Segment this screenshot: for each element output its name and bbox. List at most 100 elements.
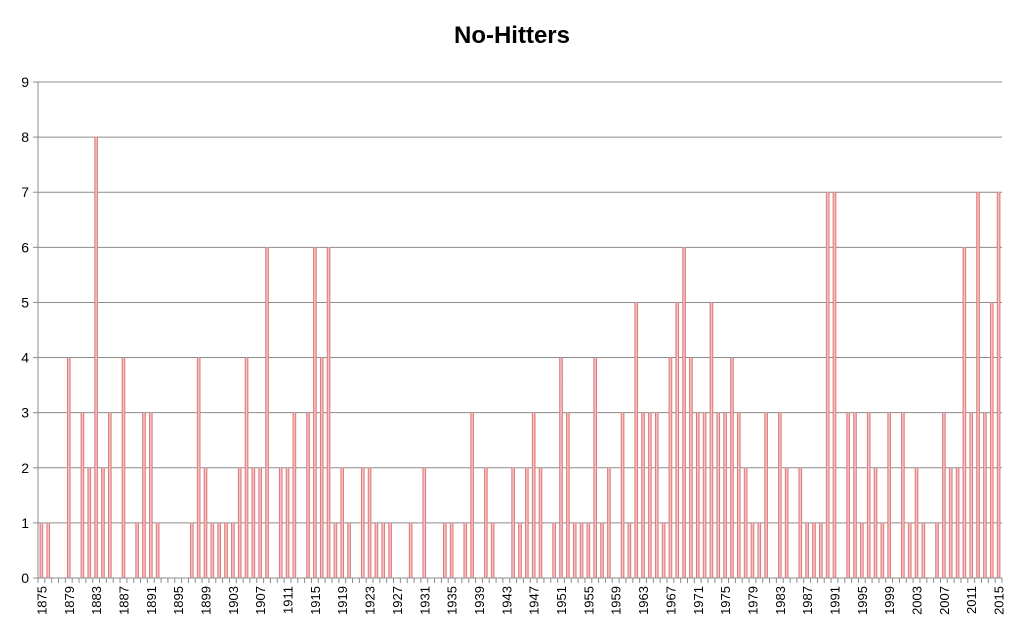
bar-1986: [798, 467, 803, 578]
bar-1999: [887, 412, 891, 578]
x-tick-label: 1907: [253, 586, 268, 615]
bar-1941: [490, 522, 495, 578]
bar-2009: [955, 467, 960, 578]
bar-1924: [374, 522, 379, 578]
bar-1892: [155, 522, 160, 578]
bar-1876: [46, 522, 51, 578]
bar-1994: [853, 412, 857, 578]
bar-1897: [190, 522, 194, 578]
bar-1960: [620, 412, 625, 578]
bar-1971: [695, 412, 700, 578]
bar-1938: [470, 412, 474, 578]
x-tick-label: 2011: [964, 586, 979, 614]
bar-1974: [716, 412, 721, 578]
y-tick-label: 0: [21, 570, 29, 586]
bar-2014: [989, 302, 994, 578]
bar-1988: [812, 522, 816, 578]
bar-1940: [484, 467, 488, 578]
bar-1966: [661, 522, 666, 578]
bar-2011: [969, 412, 974, 578]
bar-1979: [750, 522, 755, 578]
bar-1901: [217, 522, 221, 578]
y-tick-label: 3: [21, 405, 29, 421]
x-tick-label: 1947: [527, 586, 542, 615]
bar-1952: [566, 412, 570, 578]
x-tick-label: 1995: [855, 586, 870, 615]
x-tick-label: 1895: [171, 586, 186, 615]
x-tick-label: 1967: [663, 586, 678, 615]
bar-1900: [210, 522, 215, 578]
x-tick-label: 1879: [62, 586, 77, 615]
bar-1907: [258, 467, 262, 578]
x-tick-label: 1875: [34, 586, 49, 615]
bar-1912: [292, 412, 297, 578]
bar-1906: [251, 467, 256, 578]
bar-1947: [531, 412, 536, 578]
bar-1891: [149, 412, 153, 578]
x-tick-label: 1923: [363, 586, 378, 615]
bar-1980: [757, 522, 762, 578]
bar-1946: [525, 467, 529, 578]
x-tick-label: 1911: [281, 586, 296, 614]
bar-1911: [285, 467, 290, 578]
bar-1995: [860, 522, 864, 578]
bar-1903: [231, 522, 235, 578]
bar-1961: [627, 522, 632, 578]
y-tick-label: 8: [21, 129, 29, 145]
bar-1922: [360, 467, 365, 578]
x-tick-label: 1887: [116, 586, 131, 615]
y-tick-label: 4: [21, 350, 29, 366]
bar-2001: [901, 412, 905, 578]
bar-1908: [265, 247, 269, 579]
x-tick-label: 1931: [417, 586, 432, 615]
bar-1977: [737, 412, 741, 578]
bars: [39, 137, 1001, 579]
x-tick-label: 1999: [882, 586, 897, 615]
x-axis-ticks: 1875 1879 1883 1887 1891 1895 1899 1903 1907 1911…: [34, 578, 1007, 615]
bar-2012: [976, 192, 980, 578]
x-tick-label: 1991: [827, 586, 842, 615]
bar-1975: [723, 412, 727, 578]
bar-1962: [634, 302, 639, 578]
x-tick-label: 1971: [691, 586, 706, 615]
bar-1996: [866, 412, 871, 578]
bar-1919: [340, 467, 345, 578]
bar-1944: [511, 467, 515, 578]
bar-1910: [278, 467, 283, 578]
bar-1926: [388, 522, 392, 578]
bar-1917: [326, 247, 331, 579]
axes: [37, 82, 1002, 579]
bar-1973: [709, 302, 714, 578]
x-tick-label: 1939: [472, 586, 487, 615]
x-tick-label: 1919: [335, 586, 350, 615]
bar-1929: [408, 522, 413, 578]
x-tick-label: 1955: [581, 586, 596, 615]
bar-2004: [921, 522, 926, 578]
x-tick-label: 1891: [144, 586, 159, 615]
bar-1925: [381, 522, 386, 578]
bar-1934: [443, 522, 447, 578]
bar-1964: [648, 412, 652, 578]
bar-2007: [942, 412, 946, 578]
bar-1923: [367, 467, 372, 578]
chart-title: No-Hitters: [453, 22, 570, 49]
bar-1884: [101, 467, 105, 578]
bar-1914: [306, 412, 310, 578]
x-tick-label: 1943: [499, 586, 514, 615]
bar-1990: [825, 192, 830, 578]
bar-1875: [39, 522, 44, 578]
bar-2008: [948, 467, 953, 578]
bar-1984: [784, 467, 789, 578]
bar-1902: [224, 522, 228, 578]
x-tick-label: 2007: [937, 586, 952, 615]
bar-1987: [805, 522, 809, 578]
y-tick-label: 6: [21, 239, 29, 255]
y-tick-label: 9: [21, 74, 29, 90]
bar-1976: [730, 357, 734, 578]
bar-1904: [237, 467, 242, 578]
bar-1997: [873, 467, 878, 578]
bar-1931: [422, 467, 427, 578]
x-tick-label: 1927: [390, 586, 405, 615]
